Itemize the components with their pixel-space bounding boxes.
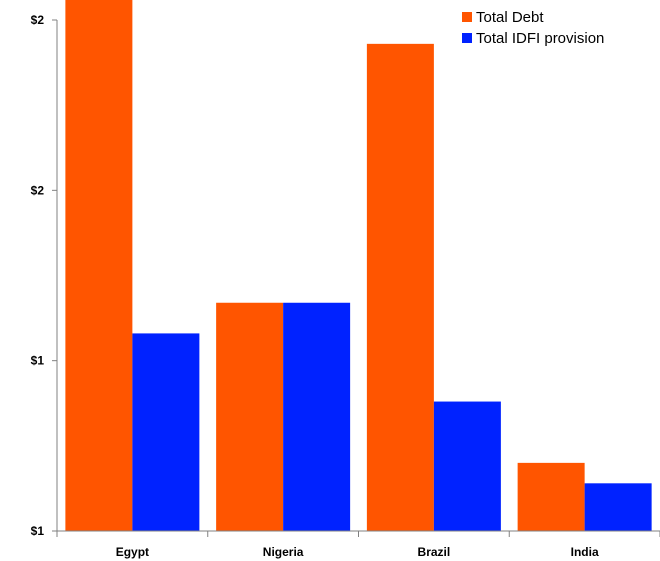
x-tick-label: India [571, 545, 599, 559]
legend-swatch [462, 12, 472, 22]
bar-india-total-debt [517, 462, 585, 531]
bar-nigeria-total-debt [216, 302, 284, 531]
x-tick-label: Brazil [418, 545, 451, 559]
y-tick-label: $1 [31, 524, 45, 538]
axes-layer: $1 $1 $2 $2 Egypt Nigeria Brazil India [31, 13, 660, 559]
legend-label: Total Debt [476, 9, 544, 26]
bar-india-total-idfi-provision [584, 483, 652, 531]
legend-label: Total IDFI provision [476, 30, 604, 47]
legend-swatch [462, 33, 472, 43]
x-tick-label: Egypt [116, 545, 149, 559]
x-tick-label: Nigeria [263, 545, 304, 559]
bar-brazil-total-debt [366, 43, 434, 531]
bar-egypt-total-idfi-provision [132, 333, 200, 531]
y-tick-label: $2 [31, 13, 45, 27]
bar-brazil-total-idfi-provision [433, 401, 501, 531]
bars-layer [65, 0, 652, 531]
bar-nigeria-total-idfi-provision [283, 302, 351, 531]
bar-egypt-total-debt [65, 0, 133, 531]
legend: Total Debt Total IDFI provision [462, 9, 604, 47]
y-tick-label: $1 [31, 354, 45, 368]
y-tick-label: $2 [31, 183, 45, 197]
